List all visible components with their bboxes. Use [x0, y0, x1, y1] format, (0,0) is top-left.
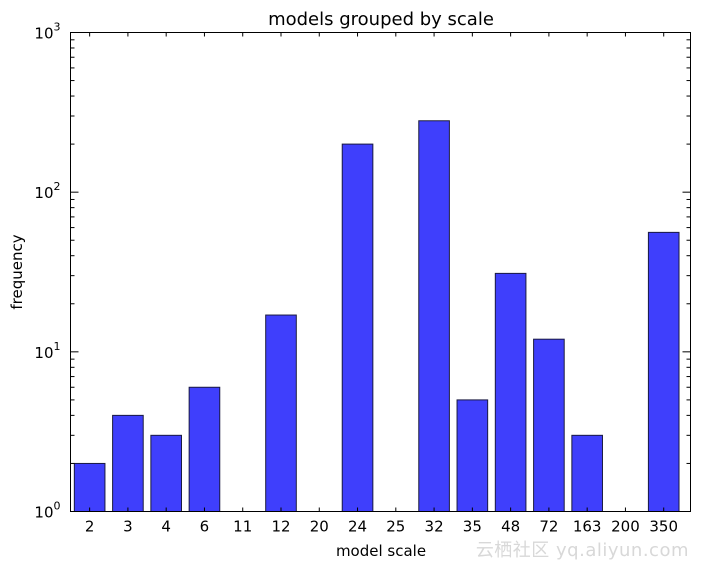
x-tick-label: 24	[348, 518, 367, 536]
x-tick-label: 2	[85, 518, 95, 536]
y-tick-label: 101	[34, 340, 60, 362]
bar-4	[150, 434, 182, 513]
plot-frame	[70, 32, 691, 512]
x-tick-label: 3	[123, 518, 133, 536]
y-tick-label: 103	[34, 21, 60, 43]
bar-3	[112, 414, 144, 512]
bar-12	[265, 314, 297, 513]
y-tick-label: 102	[34, 180, 60, 202]
x-tick-label: 48	[501, 518, 520, 536]
bar-35	[456, 399, 489, 512]
bar-350	[647, 231, 680, 512]
x-tick-label: 72	[539, 518, 558, 536]
bar-32	[418, 120, 450, 513]
x-tick-label: 4	[161, 518, 171, 536]
x-tick-label: 20	[310, 518, 329, 536]
x-axis-label: model scale	[336, 542, 426, 560]
y-axis-label: frequency	[8, 234, 26, 309]
x-tick-label: 6	[200, 518, 210, 536]
bar-24	[341, 143, 374, 512]
bars-group	[73, 120, 680, 513]
x-tick-label: 200	[611, 518, 640, 536]
x-tick-label: 25	[386, 518, 405, 536]
x-tick-label: 350	[649, 518, 678, 536]
bar-2	[73, 462, 106, 513]
x-tick-label: 35	[463, 518, 482, 536]
ticks-group: 2 3 4 6 11 12 20 24 25 32 35 48 72 163 200 350 100 101 102…	[34, 21, 691, 536]
chart-title: models grouped by scale	[268, 9, 494, 30]
bar-163	[571, 434, 603, 513]
x-tick-label: 163	[573, 518, 602, 536]
x-tick-label: 12	[271, 518, 290, 536]
bar-72	[533, 338, 565, 512]
bar-48	[494, 272, 527, 512]
watermark: 云栖社区 yq.aliyun.com	[475, 540, 689, 561]
x-tick-label: 32	[425, 518, 444, 536]
y-tick-label: 100	[34, 500, 60, 522]
bar-6	[188, 386, 221, 513]
x-tick-label: 11	[233, 518, 252, 536]
